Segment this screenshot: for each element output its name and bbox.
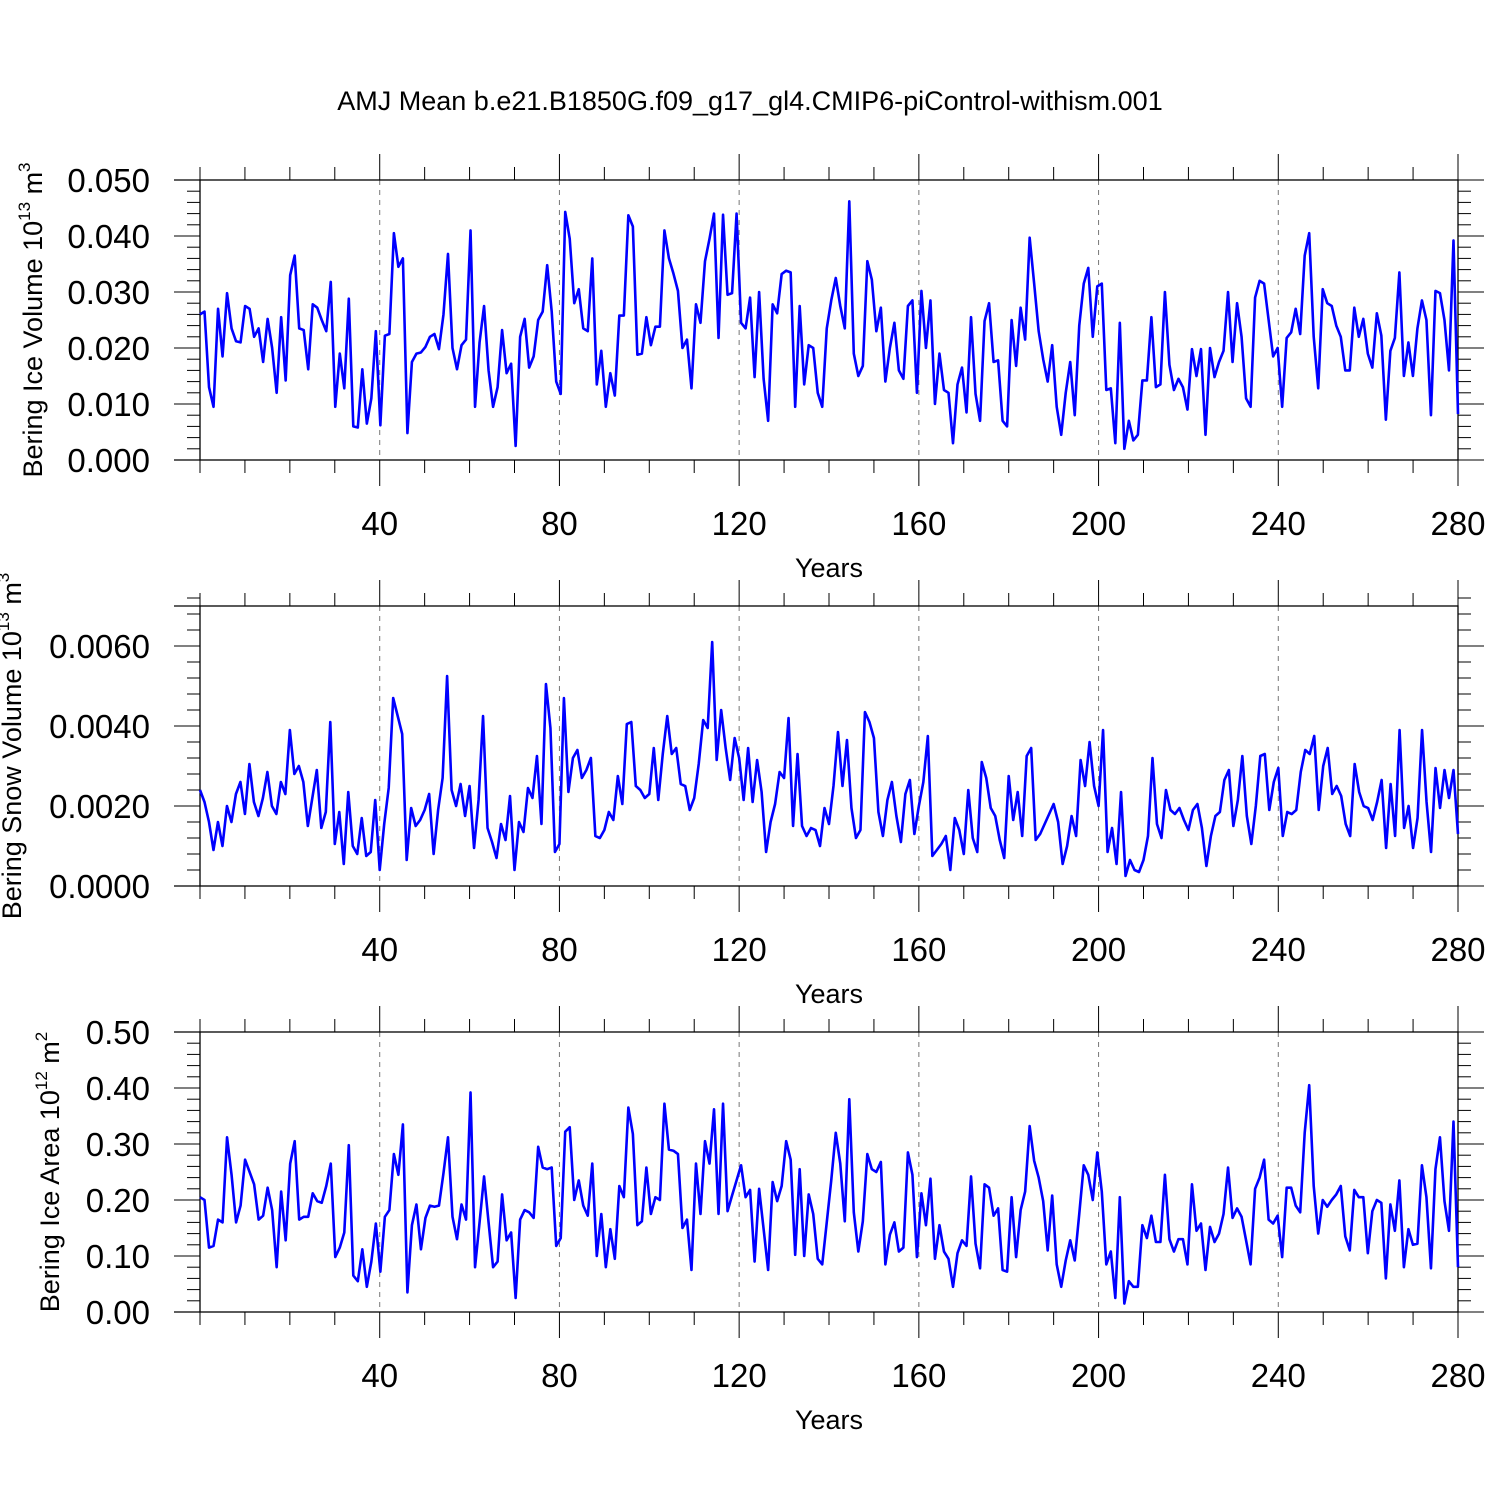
y-tick-label: 0.0060 bbox=[49, 628, 150, 665]
plot-frame bbox=[199, 1031, 1459, 1313]
y-tick-label: 0.40 bbox=[86, 1070, 150, 1107]
y-tick-label: 0.000 bbox=[67, 442, 150, 479]
x-tick-label: 240 bbox=[1251, 931, 1306, 968]
series-line bbox=[199, 1083, 1460, 1305]
x-tick-label: 200 bbox=[1071, 1357, 1126, 1394]
y-tick-label: 0.20 bbox=[86, 1182, 150, 1219]
y-tick-label: 0.030 bbox=[67, 274, 150, 311]
x-tick-label: 80 bbox=[541, 505, 578, 542]
y-tick-label: 0.50 bbox=[86, 1014, 150, 1051]
x-axis-label: Years bbox=[795, 553, 863, 583]
chart-panel-1: 0.000 0.010 0.020 0.030 0.040 0.050 40 80 120 160… bbox=[15, 154, 1486, 583]
y-axis-label: Bering Ice Area 1012 m2 bbox=[32, 1032, 65, 1313]
page-title: AMJ Mean b.e21.B1850G.f09_g17_gl4.CMIP6-… bbox=[337, 86, 1163, 116]
y-tick-label: 0.10 bbox=[86, 1238, 150, 1275]
x-axis-label: Years bbox=[795, 1405, 863, 1435]
x-tick-label: 120 bbox=[712, 1357, 767, 1394]
series-line bbox=[199, 199, 1460, 451]
y-tick-label: 0.0040 bbox=[49, 708, 150, 745]
x-tick-label: 280 bbox=[1430, 505, 1485, 542]
y-tick-label: 0.020 bbox=[67, 330, 150, 367]
x-tick-label: 160 bbox=[891, 1357, 946, 1394]
x-tick-label: 280 bbox=[1430, 1357, 1485, 1394]
x-tick-label: 40 bbox=[361, 1357, 398, 1394]
plot-frame bbox=[199, 605, 1459, 887]
x-axis-label: Years bbox=[795, 979, 863, 1009]
x-tick-label: 120 bbox=[712, 505, 767, 542]
chart-panel-3: 0.00 0.10 0.20 0.30 0.40 0.50 40 80 120 160 200 240… bbox=[32, 1006, 1486, 1435]
y-tick-label: 0.040 bbox=[67, 218, 150, 255]
x-tick-label: 200 bbox=[1071, 505, 1126, 542]
x-tick-label: 80 bbox=[541, 931, 578, 968]
x-tick-label: 280 bbox=[1430, 931, 1485, 968]
y-tick-label: 0.0020 bbox=[49, 788, 150, 825]
x-tick-label: 240 bbox=[1251, 1357, 1306, 1394]
x-tick-label: 40 bbox=[361, 931, 398, 968]
x-tick-label: 80 bbox=[541, 1357, 578, 1394]
y-axis-label: Bering Ice Volume 1013 m3 bbox=[15, 162, 48, 477]
y-tick-label: 0.050 bbox=[67, 162, 150, 199]
chart-panel-2: 0.0000 0.0020 0.0040 0.0060 40 80 120 160 200 240… bbox=[0, 573, 1486, 1009]
x-tick-label: 40 bbox=[361, 505, 398, 542]
x-tick-label: 120 bbox=[712, 931, 767, 968]
x-tick-label: 240 bbox=[1251, 505, 1306, 542]
y-tick-label: 0.0000 bbox=[49, 868, 150, 905]
x-tick-label: 200 bbox=[1071, 931, 1126, 968]
y-tick-label: 0.010 bbox=[67, 386, 150, 423]
y-tick-label: 0.00 bbox=[86, 1294, 150, 1331]
series-line bbox=[198, 640, 1460, 878]
x-tick-label: 160 bbox=[891, 931, 946, 968]
x-tick-label: 160 bbox=[891, 505, 946, 542]
y-tick-label: 0.30 bbox=[86, 1126, 150, 1163]
y-axis-label: Bering Snow Volume 1013 m3 bbox=[0, 573, 27, 920]
